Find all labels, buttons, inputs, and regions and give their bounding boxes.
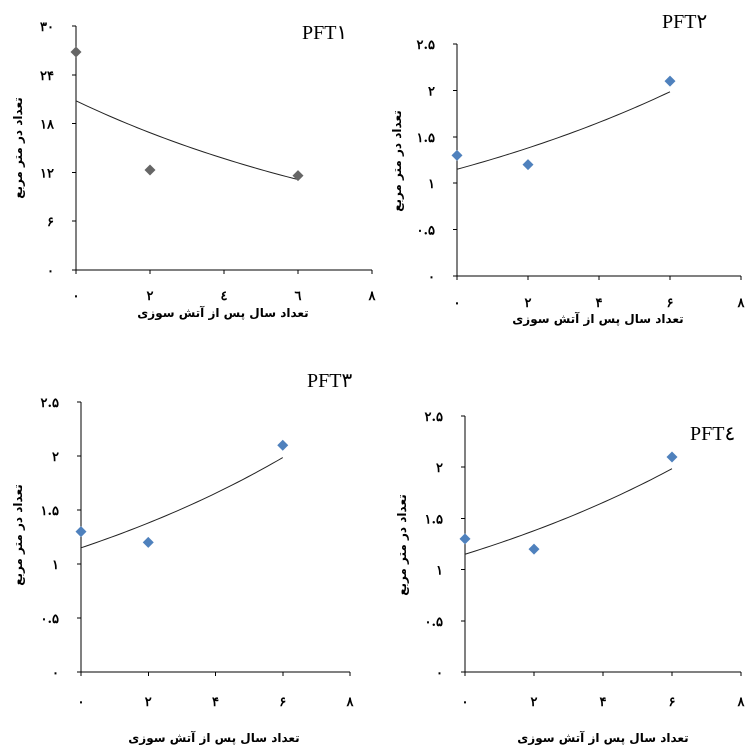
x-tick-label: ۶ (669, 695, 676, 710)
y-tick-label: ۲ (428, 84, 435, 99)
y-tick-label: ۱.۵ (425, 512, 444, 527)
x-axis-label: تعداد سال پس از آتش سوزی (517, 730, 688, 746)
y-tick-label: ۰ (436, 666, 443, 681)
trendline (75, 100, 299, 181)
y-tick-label: ۲.۵ (417, 38, 436, 53)
x-axis-label: تعداد سال پس از آتش سوزی (128, 730, 299, 746)
chart-panel-4: ۰ ۰.۵ ۱ ۱.۵ ۲ ۲.۵ ۰ ۲ ۴ ۶ ۸ PFT٤ تعداد در متر مربع تع… (395, 410, 746, 746)
x-tick-label: ۴ (596, 296, 603, 311)
data-point (664, 75, 676, 87)
y-tick-label: ۰ (52, 666, 59, 681)
y-tick-label: ۲.۵ (425, 410, 444, 425)
data-point (451, 149, 463, 161)
y-axis-label: تعداد در متر مربع (11, 97, 25, 198)
x-tick-label: ۰ (454, 296, 461, 311)
trendline (456, 91, 671, 170)
x-tick-label: ۸ (737, 695, 746, 710)
y-axis-label: تعداد در متر مربع (11, 484, 25, 585)
trendline (80, 457, 284, 549)
y-tick-label: ۲.۵ (41, 396, 60, 411)
chart-panel-3: ۰ ۰.۵ ۱ ۱.۵ ۲ ۲.۵ ۰ ۲ ۴ ۶ ۸ PFT۳ تعداد در متر مربع تع… (11, 370, 355, 746)
x-tick-label: ۴ (600, 695, 607, 710)
x-tick-label: ٦ (295, 289, 302, 304)
data-point (522, 159, 534, 171)
y-tick-label: ۰ (47, 264, 54, 279)
x-tick-label: ۸ (737, 296, 746, 311)
panel-title: PFT۱ (302, 22, 347, 44)
x-tick-label: ٤ (221, 289, 228, 304)
x-tick-label: ۲ (147, 289, 154, 304)
data-point (70, 46, 82, 58)
x-tick-label: ۲ (525, 296, 532, 311)
y-tick-label: ۰ (428, 270, 435, 285)
trendline (464, 468, 673, 555)
y-tick-label: ۰.۵ (425, 615, 444, 630)
y-tick-label: ۰.۵ (41, 612, 60, 627)
y-tick-label: ۳۰ (40, 20, 54, 35)
y-tick-label: ۲ (436, 461, 443, 476)
y-tick-label: ۱۲ (40, 166, 54, 181)
x-tick-label: ۰ (462, 695, 469, 710)
panel-title: PFT۲ (662, 11, 707, 33)
y-tick-label: ۶ (47, 215, 54, 230)
panel-title: PFT۳ (307, 370, 352, 392)
chart-panel-1: ۰ ۶ ۱۲ ۱۸ ۲۴ ۳۰ ۰ ۲ ٤ ٦ ۸ PFT۱ تعداد در متر مربع تعدا… (11, 20, 377, 321)
y-tick-label: ۱.۵ (417, 131, 436, 146)
x-tick-label: ۲ (145, 695, 152, 710)
data-point (75, 526, 87, 538)
panel-title: PFT٤ (690, 423, 735, 445)
y-tick-label: ۱.۵ (41, 504, 60, 519)
x-tick-label: ۰ (73, 289, 80, 304)
y-axis-label: تعداد در متر مربع (390, 110, 404, 211)
data-point (459, 533, 471, 545)
x-tick-label: ۲ (531, 695, 538, 710)
x-tick-label: ۰ (78, 695, 85, 710)
x-axis-label: تعداد سال پس از آتش سوزی (512, 311, 683, 327)
y-tick-label: ۲ (52, 450, 59, 465)
data-point (142, 536, 154, 548)
y-tick-label: ۱ (428, 177, 435, 192)
data-point (277, 439, 289, 451)
x-tick-label: ۴ (212, 695, 219, 710)
y-tick-label: ۲۴ (40, 69, 54, 84)
chart-panel-2: ۰ ۰.۵ ۱ ۱.۵ ۲ ۲.۵ ۰ ۲ ۴ ۶ ۸ PFT۲ تعداد در متر مربع تع… (390, 11, 746, 327)
y-tick-label: ۰.۵ (417, 224, 436, 239)
y-axis-label: تعداد در متر مربع (395, 494, 409, 595)
data-point (528, 543, 540, 555)
data-point (292, 170, 304, 182)
x-tick-label: ۶ (667, 296, 674, 311)
data-point (144, 164, 156, 176)
x-tick-label: ۶ (279, 695, 286, 710)
y-tick-label: ۱۸ (40, 118, 55, 133)
data-point (666, 451, 678, 463)
y-tick-label: ۱ (436, 564, 443, 579)
x-axis-label: تعداد سال پس از آتش سوزی (137, 305, 308, 321)
y-tick-label: ۱ (52, 558, 59, 573)
x-tick-label: ۸ (368, 289, 377, 304)
x-tick-label: ۸ (346, 695, 355, 710)
